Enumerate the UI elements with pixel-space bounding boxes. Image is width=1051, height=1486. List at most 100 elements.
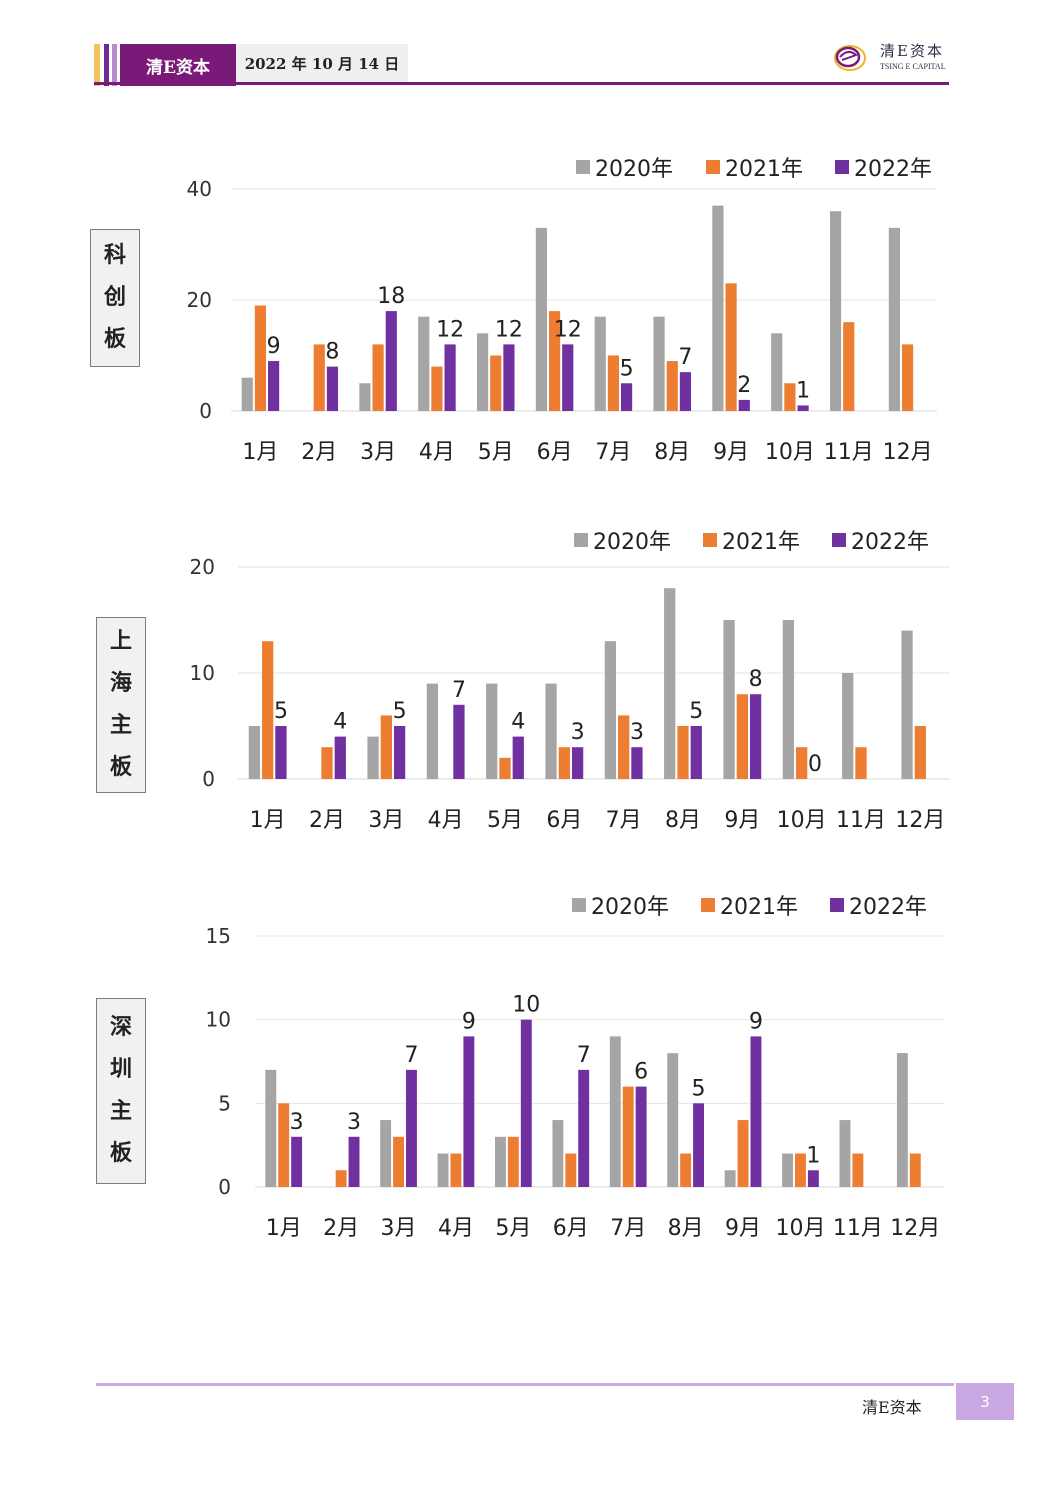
bar-2022年 [621,383,633,411]
y-tick-label: 0 [199,399,212,423]
bar-2022年 [571,747,584,779]
bar-2021年 [507,1136,519,1187]
bar-2021年 [618,715,630,779]
x-category-label: 2月 [323,1216,359,1241]
bar-2022年 [512,736,524,779]
bar-2022年 [562,344,574,411]
board-label-char: 主 [109,1099,132,1124]
data-label: 12 [554,317,582,342]
bar-2020年 [495,1136,506,1187]
bar-2022年 [348,1136,360,1187]
bar-2021年 [321,747,333,779]
x-category-label: 8月 [668,1216,704,1241]
data-label: 5 [620,356,634,381]
x-category-label: 6月 [553,1216,589,1241]
bar-2020年 [535,227,547,411]
footer-brand: 清E资本 [862,1398,922,1417]
data-label: 0 [808,752,822,777]
bar-2022年 [268,361,280,411]
y-tick-label: 40 [187,177,212,201]
bar-2021年 [901,344,914,411]
legend-label: 2021年 [725,157,803,182]
x-category-label: 10月 [777,808,827,833]
bar-2021年 [499,757,511,779]
bar-2021年 [393,1136,404,1187]
bar-2020年 [359,383,371,411]
footer-rule [96,1383,954,1386]
bar-2022年 [444,344,456,411]
legend-swatch [701,898,715,912]
bar-2022年 [807,1170,819,1187]
data-label: 5 [393,699,407,724]
bar-2021年 [914,726,926,779]
bar-2022年 [690,726,702,779]
bar-2020年 [712,205,724,411]
x-category-label: 7月 [610,1216,646,1241]
bar-2022年 [275,726,287,779]
bar-2021年 [666,361,678,411]
board-label-star-market: 科创板 [90,229,140,367]
x-category-label: 7月 [595,440,631,465]
bar-2020年 [241,377,253,411]
bar-2021年 [680,1153,692,1187]
bar-2022年 [326,366,339,411]
legend-swatch [703,533,717,547]
bar-2021年 [795,1153,806,1187]
bar-2022年 [635,1086,647,1187]
y-tick-label: 10 [206,1008,231,1032]
bar-2020年 [609,1036,621,1187]
x-category-label: 9月 [713,440,749,465]
bar-2022年 [291,1136,303,1187]
bar-2021年 [622,1086,634,1187]
bar-2020年 [380,1120,392,1187]
legend-label: 2021年 [720,895,798,920]
bar-2021年 [725,283,737,411]
x-category-label: 2月 [301,440,337,465]
x-category-label: 2月 [309,808,345,833]
x-category-label: 6月 [546,808,582,833]
y-tick-label: 20 [187,288,212,312]
x-category-label: 5月 [495,1216,531,1241]
data-label: 18 [377,284,405,309]
bar-2022年 [334,736,346,779]
bar-2020年 [667,1053,679,1187]
y-tick-label: 0 [202,767,215,791]
bar-2020年 [426,683,439,779]
bar-2021年 [262,641,274,779]
data-label: 5 [274,699,288,724]
legend-label: 2022年 [849,895,927,920]
header-accent-lilac [112,44,117,86]
company-logo-icon [834,45,866,71]
bar-2020年 [724,1170,736,1187]
data-label: 3 [347,1110,361,1135]
x-category-label: 11月 [833,1216,883,1241]
legend-label: 2020年 [593,530,671,555]
bar-2022年 [631,747,643,779]
bar-2021年 [450,1153,462,1187]
header-brand: 清E资本 [120,44,236,86]
bar-2022年 [520,1019,532,1187]
legend-swatch [830,898,844,912]
legend-label: 2020年 [595,157,673,182]
x-category-label: 8月 [665,808,701,833]
bar-2020年 [901,630,913,779]
data-label: 12 [495,317,523,342]
x-category-label: 4月 [419,440,455,465]
bar-2022年 [453,704,465,779]
data-label: 9 [462,1009,476,1034]
bar-2020年 [367,736,379,779]
bar-2021年 [335,1170,347,1187]
data-label: 3 [630,720,644,745]
data-label: 3 [290,1110,304,1135]
bar-2022年 [463,1036,475,1187]
bar-2020年 [782,1153,794,1187]
x-category-label: 4月 [438,1216,474,1241]
bar-2020年 [437,1153,449,1187]
bar-2021年 [380,715,392,779]
header-accent-yellow [94,44,100,86]
bar-2020年 [476,333,489,411]
bar-2021年 [278,1103,290,1187]
board-label-char: 板 [109,754,132,780]
bar-2022年 [693,1103,704,1187]
board-label-char: 板 [109,1140,132,1166]
